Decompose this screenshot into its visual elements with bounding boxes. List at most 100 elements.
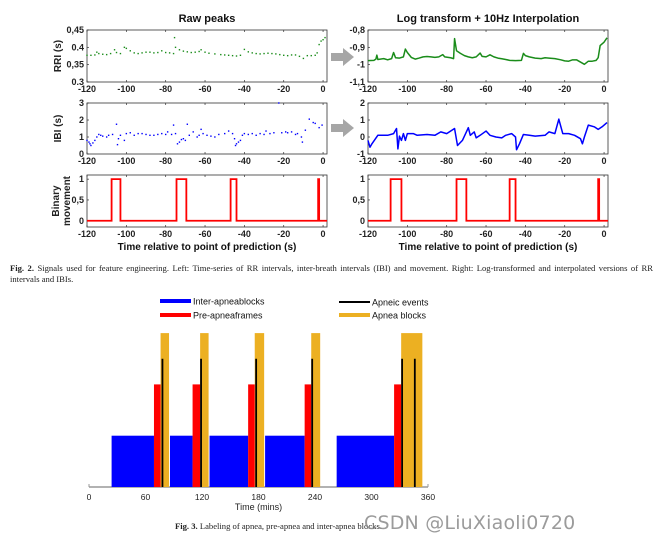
data-point: [206, 134, 208, 136]
data-point: [98, 133, 100, 136]
data-point: [227, 130, 230, 132]
apnea-block: [401, 333, 423, 487]
data-point: [125, 132, 128, 135]
data-point: [176, 143, 179, 145]
x-tick-label: -40: [238, 156, 251, 166]
legend-label-event: Apneic events: [372, 298, 429, 308]
data-point: [322, 39, 324, 41]
x-tick-label: -60: [480, 156, 493, 166]
x-tick-label: -40: [519, 84, 532, 94]
data-point: [137, 52, 139, 55]
x-tick-label: -120: [78, 229, 96, 239]
data-point: [137, 132, 139, 135]
data-point: [113, 49, 116, 51]
data-point: [109, 52, 112, 55]
data-point: [184, 139, 187, 142]
x-tick-label: -100: [117, 229, 135, 239]
data-point: [182, 50, 185, 52]
x-tick-label: -40: [238, 229, 251, 239]
data-point: [161, 132, 163, 135]
data-point: [210, 135, 212, 137]
axes-box: [86, 29, 328, 83]
data-point: [300, 136, 303, 138]
inter-block: [169, 435, 193, 487]
y-tick-label: 2: [79, 115, 84, 125]
data-point: [174, 46, 177, 49]
data-point: [116, 143, 119, 146]
data-point: [100, 134, 102, 136]
figure-2-caption-text: Signals used for feature engineering. Le…: [10, 263, 653, 284]
x-tick-label: -60: [199, 229, 212, 239]
x-tick-label: 120: [195, 492, 209, 502]
legend-swatch-event: [339, 301, 370, 303]
x-tick-label: -80: [159, 229, 172, 239]
data-point: [182, 138, 185, 140]
data-point: [119, 52, 122, 55]
data-point: [129, 50, 131, 52]
data-point: [115, 51, 118, 54]
x-tick-label: -120: [78, 84, 96, 94]
y-tick-label: 0,45: [66, 25, 84, 35]
x-tick-label: -80: [159, 84, 172, 94]
data-point: [204, 51, 206, 53]
movement-line: [368, 178, 608, 222]
x-tick-label: -100: [117, 84, 135, 94]
data-point: [170, 133, 173, 136]
panel-title: Raw peaks: [179, 13, 236, 25]
axes-box: [367, 174, 609, 228]
y-tick-label: 0.4: [71, 42, 84, 52]
data-point: [96, 136, 98, 138]
x-tick-label: -20: [277, 229, 290, 239]
y-tick-label: 1: [79, 132, 84, 142]
data-point: [314, 122, 316, 125]
data-point: [200, 49, 202, 51]
apneic-event-line: [200, 358, 202, 487]
panel-raw_ibi: -120 -100 -80 -60 -40 -20 0 0 1 2 3 IBI (s): [53, 98, 328, 166]
data-point: [145, 51, 147, 53]
data-point: [111, 133, 114, 136]
data-point: [188, 134, 190, 136]
data-point: [86, 54, 88, 57]
y-tick-label: 0,5: [352, 195, 365, 205]
data-point: [224, 132, 226, 135]
legend-label-pre: Pre-apneaframes: [193, 311, 263, 321]
data-point: [255, 134, 257, 136]
y-tick-label: 0: [79, 216, 84, 226]
data-point: [263, 133, 265, 136]
data-point: [119, 134, 122, 136]
data-point: [89, 143, 91, 145]
x-tick-label: -100: [398, 156, 416, 166]
data-point: [174, 132, 177, 135]
data-point: [239, 54, 242, 57]
data-point: [269, 132, 271, 135]
figure-2-caption: Fig. 2. Signals used for feature enginee…: [10, 263, 653, 285]
data-point: [202, 132, 204, 135]
x-tick-label: 300: [364, 492, 378, 502]
data-point: [318, 43, 320, 46]
y-tick-label: -0,9: [349, 42, 365, 52]
data-point: [294, 133, 297, 136]
x-tick-label: -100: [398, 229, 416, 239]
x-tick-label: -40: [238, 84, 251, 94]
data-point: [304, 129, 307, 131]
data-point: [306, 54, 309, 57]
data-point: [302, 57, 305, 60]
x-tick-label: -100: [117, 156, 135, 166]
data-point: [153, 134, 155, 136]
data-point: [263, 52, 265, 55]
data-point: [164, 133, 167, 136]
data-point: [320, 40, 322, 42]
data-point: [301, 141, 304, 143]
data-point: [141, 132, 143, 135]
y-axis-label: IBI (s): [53, 115, 64, 143]
data-point: [157, 51, 159, 54]
watermark: CSDN @LiuXiaoli0720: [364, 512, 576, 534]
y-tick-label: -1,1: [349, 77, 365, 87]
x-tick-label: -80: [440, 84, 453, 94]
data-point: [105, 136, 108, 138]
series-line: [367, 37, 608, 66]
apneic-event-line: [161, 358, 164, 487]
data-point: [247, 51, 250, 53]
